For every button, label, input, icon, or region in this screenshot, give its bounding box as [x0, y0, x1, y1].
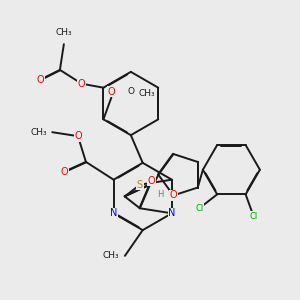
- Text: CH₃: CH₃: [30, 128, 47, 137]
- Text: N: N: [168, 208, 175, 218]
- Text: O: O: [169, 190, 177, 200]
- Text: Cl: Cl: [195, 204, 203, 213]
- Text: CH₃: CH₃: [56, 28, 72, 37]
- Text: O: O: [74, 131, 82, 141]
- Text: Cl: Cl: [249, 212, 258, 221]
- Text: O: O: [107, 87, 115, 97]
- Text: H: H: [157, 190, 164, 199]
- Text: N: N: [110, 208, 117, 218]
- Text: O: O: [128, 87, 135, 96]
- Text: O: O: [148, 176, 156, 186]
- Text: S: S: [137, 180, 143, 190]
- Text: CH₃: CH₃: [139, 89, 155, 98]
- Text: O: O: [36, 75, 44, 85]
- Text: O: O: [78, 79, 85, 89]
- Text: O: O: [60, 167, 68, 177]
- Text: CH₃: CH₃: [103, 251, 119, 260]
